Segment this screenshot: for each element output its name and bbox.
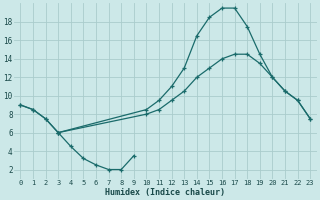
X-axis label: Humidex (Indice chaleur): Humidex (Indice chaleur)	[105, 188, 225, 197]
